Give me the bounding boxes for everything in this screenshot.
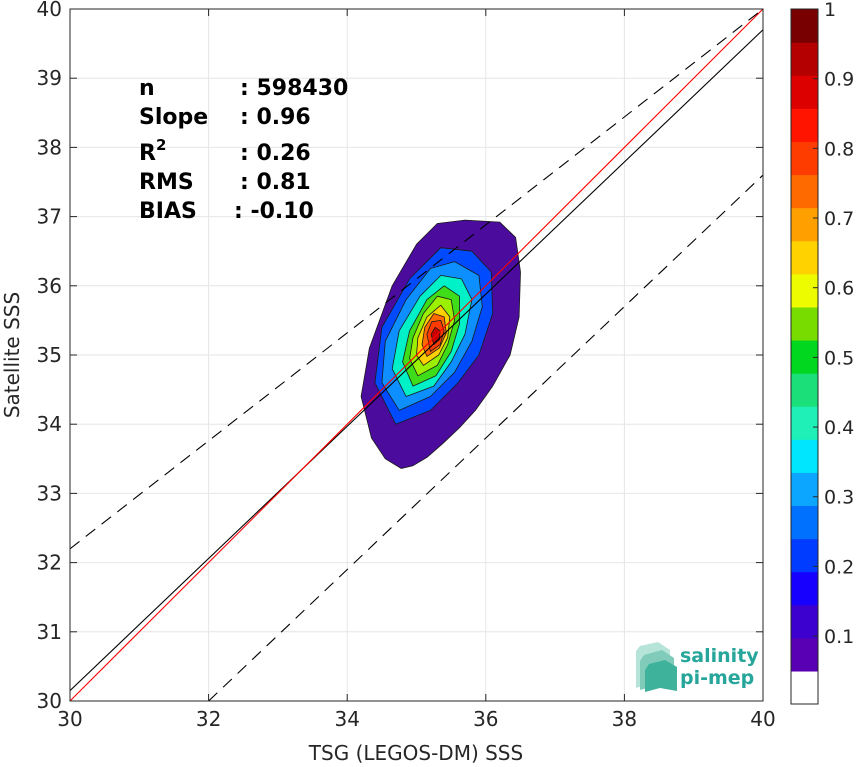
colorbar-tick-label-7: 0.8	[824, 138, 854, 160]
x-axis-label: TSG (LEGOS-DM) SSS	[308, 741, 523, 765]
logo-wave-icon	[636, 642, 677, 692]
colorbar-segment-11	[791, 306, 818, 341]
colorbar-segment-1	[791, 637, 818, 672]
x-tick-label-5: 40	[750, 707, 775, 731]
colorbar-tick-label-8: 0.9	[824, 69, 854, 91]
colorbar-segment-7	[791, 439, 818, 473]
stat-value-slope: : 0.96	[240, 105, 311, 130]
x-tick-label-3: 36	[473, 707, 498, 731]
colorbar-tick-label-1: 0.2	[824, 556, 854, 578]
colorbar-segment-18	[791, 75, 818, 109]
y-axis-ticks: 30 31 32 33 34 35 36 37 38 39 40	[37, 0, 763, 713]
colorbar-tick-label-9: 1	[824, 0, 836, 21]
stat-value-bias: : -0.10	[234, 199, 314, 224]
colorbar-tick-label-2: 0.3	[824, 487, 854, 509]
y-axis-label: Satellite SSS	[0, 292, 24, 418]
statistics-block: n : 598430 Slope : 0.96 R2 : 0.26 RMS : …	[139, 76, 348, 224]
y-tick-label-2: 32	[37, 551, 62, 575]
y-tick-label-10: 40	[37, 0, 62, 21]
colorbar-segment-0	[791, 670, 818, 705]
x-tick-label-2: 34	[334, 707, 359, 731]
x-tick-label-1: 32	[196, 707, 221, 731]
y-tick-label-5: 35	[37, 343, 62, 367]
colorbar-segment-6	[791, 472, 818, 507]
colorbar-tick-label-6: 0.7	[824, 208, 854, 230]
stat-label-r: R	[139, 141, 156, 166]
colorbar-segment-20	[791, 9, 818, 43]
upper-bound-line	[70, 9, 763, 550]
colorbar-frame	[790, 8, 819, 705]
y-tick-label-3: 33	[37, 481, 62, 505]
colorbar-ticks: 0.1 0.2 0.3 0.4 0.5 0.6 0.7 0.8 0.9 1	[813, 0, 854, 648]
y-tick-label-1: 31	[37, 620, 62, 644]
y-tick-label-9: 39	[37, 66, 62, 90]
stat-label-bias: BIAS	[139, 199, 197, 224]
logo-line1: salinity	[680, 645, 759, 667]
stat-label-n: n	[139, 76, 155, 101]
colorbar-segment-12	[791, 273, 818, 308]
stat-value-r2: : 0.26	[240, 141, 311, 166]
stat-label-r-superscript: 2	[156, 136, 166, 154]
colorbar-segment-10	[791, 339, 818, 374]
x-axis-ticks: 30 32 34 36 38 40	[57, 9, 776, 731]
regression-line	[70, 9, 763, 701]
y-tick-label-4: 34	[37, 412, 62, 436]
y-tick-label-0: 30	[37, 689, 62, 713]
colorbar-segment-16	[791, 141, 818, 176]
colorbar-segment-4	[791, 538, 818, 573]
colorbar-segment-17	[791, 108, 818, 142]
reference-lines	[70, 9, 763, 701]
stat-value-rms: : 0.81	[240, 170, 311, 195]
one-to-one-line	[70, 29, 763, 692]
colorbar-segment-13	[791, 240, 818, 275]
colorbar-segment-2	[791, 604, 818, 639]
colorbar-segment-15	[791, 174, 818, 209]
stat-label-slope: Slope	[139, 105, 208, 130]
y-tick-label-7: 37	[37, 205, 62, 229]
colorbar	[791, 9, 818, 705]
y-tick-label-8: 38	[37, 135, 62, 159]
y-tick-label-6: 36	[37, 274, 62, 298]
colorbar-tick-label-0: 0.1	[824, 626, 854, 648]
colorbar-segment-5	[791, 505, 818, 540]
x-tick-label-0: 30	[57, 707, 82, 731]
colorbar-tick-label-5: 0.6	[824, 278, 854, 300]
colorbar-tick-label-4: 0.5	[824, 347, 854, 369]
x-tick-label-4: 38	[612, 707, 637, 731]
colorbar-tick-label-3: 0.4	[824, 417, 854, 439]
logo-line2: pi-mep	[680, 667, 754, 689]
colorbar-segment-3	[791, 571, 818, 606]
colorbar-segment-8	[791, 406, 818, 440]
colorbar-segment-9	[791, 373, 818, 407]
salinity-pi-mep-logo: salinity pi-mep	[636, 642, 759, 692]
colorbar-segment-19	[791, 42, 818, 76]
lower-bound-line	[208, 174, 763, 701]
colorbar-segment-14	[791, 207, 818, 242]
stat-value-n: : 598430	[240, 76, 348, 101]
stat-label-rms: RMS	[139, 170, 194, 195]
stat-label-r2: R2	[139, 136, 166, 166]
